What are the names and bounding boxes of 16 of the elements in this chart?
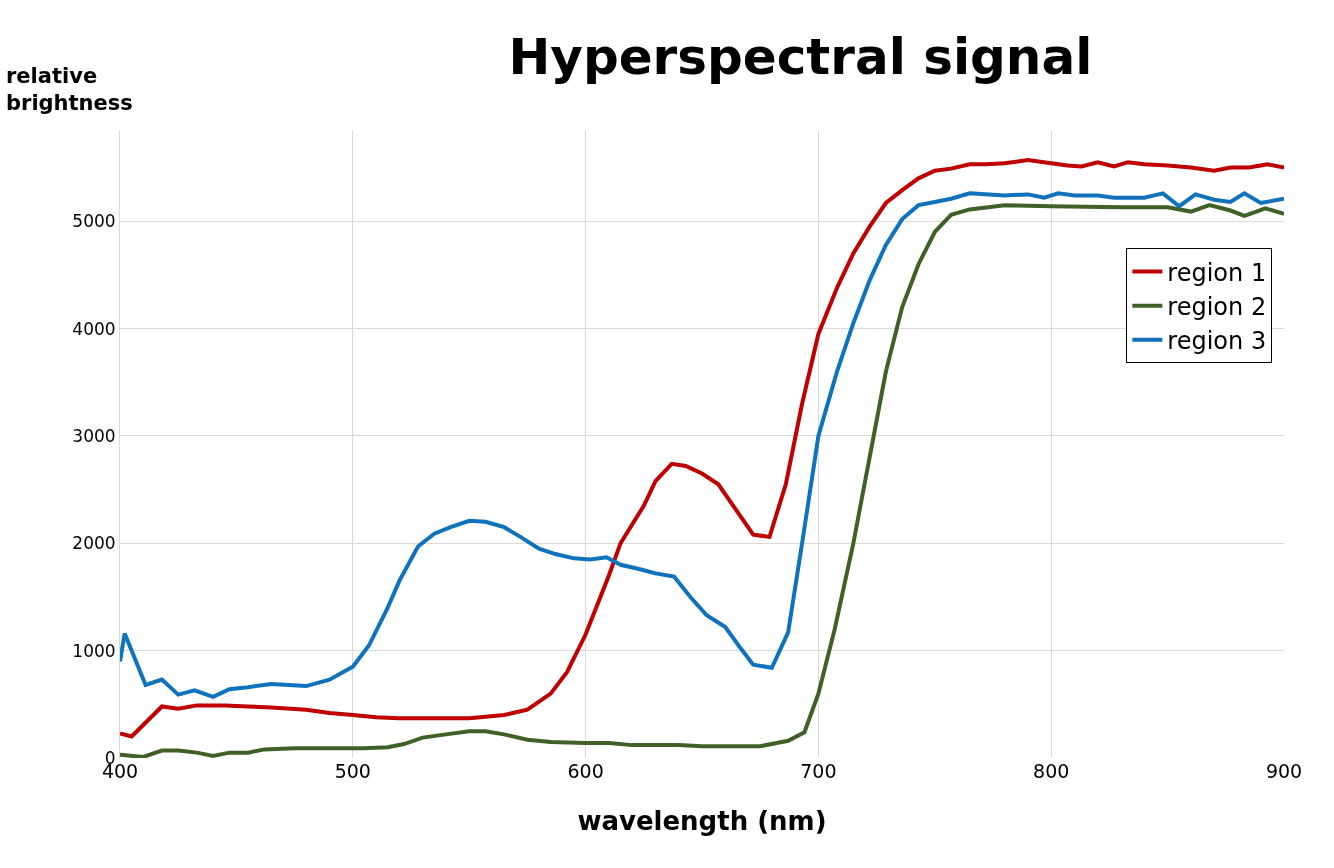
- legend-label: region 1: [1167, 258, 1267, 287]
- y-tick-label: 2000: [72, 533, 116, 554]
- x-axis-title: wavelength (nm): [577, 805, 827, 836]
- y-axis-title: relative brightness: [6, 64, 133, 116]
- chart-title: Hyperspectral signal: [508, 28, 1093, 87]
- legend-label: region 2: [1167, 293, 1267, 321]
- y-tick-label: 1000: [72, 640, 116, 661]
- x-tick-label: 900: [1265, 760, 1303, 782]
- x-tick-label: 800: [1033, 760, 1070, 782]
- x-tick-label: 700: [800, 760, 837, 782]
- y-tick-label: 4000: [72, 318, 116, 339]
- legend-label: region 3: [1167, 327, 1267, 356]
- x-tick-label: 500: [334, 760, 371, 782]
- y-tick-label: 3000: [72, 425, 116, 446]
- y-tick-label: 5000: [72, 211, 116, 232]
- x-tick-label: 600: [567, 760, 604, 782]
